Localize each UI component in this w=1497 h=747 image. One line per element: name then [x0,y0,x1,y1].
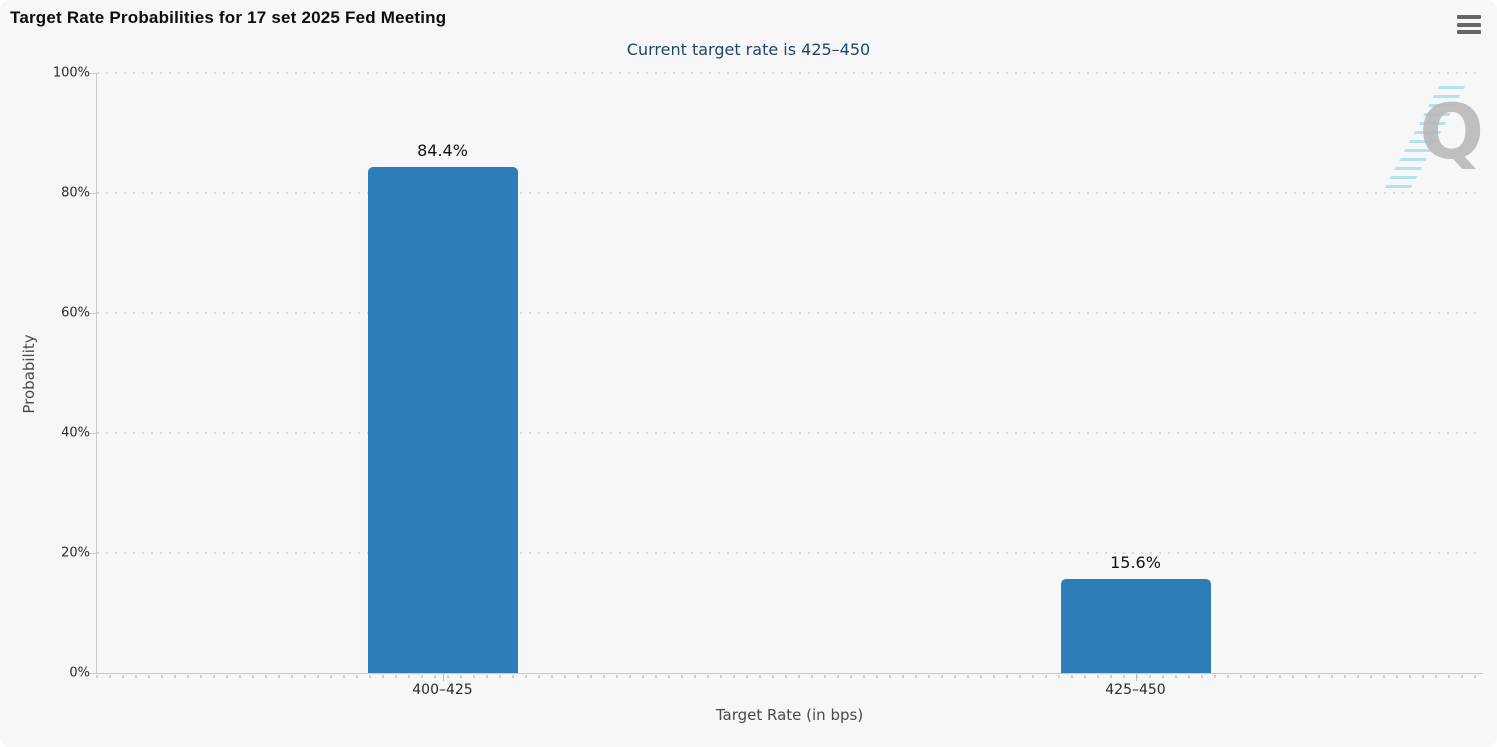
chart-title: Target Rate Probabilities for 17 set 202… [10,8,447,27]
y-tick-mark [89,553,97,554]
gridline [97,192,1483,194]
bar-value-label: 84.4% [417,140,468,160]
hamburger-menu-icon[interactable] [1457,15,1481,34]
hamburger-bar [1457,15,1481,19]
chart-subtitle: Current target rate is 425–450 [626,40,871,59]
y-tick-label: 40% [61,425,90,441]
bar-value-label: 15.6% [1110,553,1161,573]
y-tick-label: 80% [61,185,90,201]
gridline [97,72,1483,74]
y-tick-mark [89,73,97,74]
y-tick-mark [89,313,97,314]
gridline [97,432,1483,434]
y-tick-mark [89,433,97,434]
x-axis-title: Target Rate (in bps) [715,706,864,724]
x-category-label: 425–450 [1105,682,1166,698]
y-tick-mark [89,193,97,194]
probability-bar[interactable] [1060,579,1211,673]
hamburger-bar [1457,30,1481,34]
x-tick-mark [442,674,444,681]
x-tick-mark [1135,674,1137,681]
y-tick-label: 60% [61,305,90,321]
probability-bar[interactable] [367,166,518,673]
y-tick-label: 20% [61,545,90,561]
hamburger-bar [1457,22,1481,27]
x-axis-line [96,673,1483,674]
y-tick-mark [89,673,97,674]
y-tick-label: 100% [52,65,90,81]
gridline [97,312,1483,314]
x-category-label: 400–425 [412,682,473,698]
gridline [97,552,1483,554]
x-axis-minor-ticks [96,675,1483,678]
y-axis-line [96,73,97,673]
y-axis-title: Probability [20,334,38,414]
y-tick-label: 0% [69,665,90,681]
